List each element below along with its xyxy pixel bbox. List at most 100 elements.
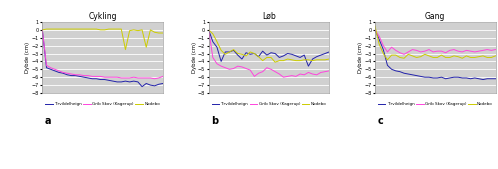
Grib Skov (Kagerup): [293, 75, 299, 77]
Tirvildelheign: [293, 55, 299, 57]
Grib Skov (Kagerup): [60, 71, 66, 74]
Nodebo: [310, 60, 316, 62]
Line: Tirvildelheign: Tirvildelheign: [375, 30, 496, 80]
Text: b: b: [211, 116, 218, 126]
Tirvildelheign: [222, 51, 228, 53]
Grib Skov (Kagerup): [147, 77, 153, 79]
Grib Skov (Kagerup): [476, 50, 482, 52]
Nodebo: [123, 49, 128, 51]
Nodebo: [114, 28, 120, 30]
Grib Skov (Kagerup): [89, 75, 95, 77]
Nodebo: [52, 28, 58, 30]
Nodebo: [459, 57, 465, 59]
Nodebo: [93, 28, 99, 30]
Nodebo: [268, 56, 274, 58]
Grib Skov (Kagerup): [430, 51, 436, 53]
Tirvildelheign: [135, 81, 141, 83]
Nodebo: [455, 56, 461, 58]
Tirvildelheign: [310, 58, 316, 60]
Tirvildelheign: [264, 54, 270, 56]
Tirvildelheign: [68, 75, 74, 77]
Tirvildelheign: [110, 80, 116, 82]
Tirvildelheign: [243, 52, 249, 54]
Tirvildelheign: [422, 76, 428, 78]
Tirvildelheign: [322, 53, 328, 55]
Grib Skov (Kagerup): [218, 65, 224, 67]
Tirvildelheign: [380, 49, 386, 51]
Nodebo: [322, 59, 328, 61]
Nodebo: [434, 56, 440, 58]
Tirvildelheign: [285, 53, 291, 55]
Grib Skov (Kagerup): [131, 76, 137, 78]
Nodebo: [77, 28, 83, 30]
Legend: Tirvildelheign, Grib Skov (Kagerup), Nodebo: Tirvildelheign, Grib Skov (Kagerup), Nod…: [212, 102, 326, 106]
Tirvildelheign: [227, 51, 233, 53]
Grib Skov (Kagerup): [139, 77, 145, 79]
Nodebo: [218, 49, 224, 51]
Tirvildelheign: [114, 81, 120, 83]
Y-axis label: Dybde (cm): Dybde (cm): [358, 42, 363, 73]
Grib Skov (Kagerup): [397, 52, 403, 54]
Tirvildelheign: [459, 77, 465, 79]
Grib Skov (Kagerup): [322, 71, 328, 73]
Line: Grib Skov (Kagerup): Grib Skov (Kagerup): [375, 30, 496, 54]
Tirvildelheign: [160, 82, 166, 84]
Tirvildelheign: [239, 58, 245, 60]
Grib Skov (Kagerup): [251, 75, 257, 77]
Nodebo: [210, 33, 216, 35]
Tirvildelheign: [493, 78, 498, 80]
Grib Skov (Kagerup): [413, 49, 419, 51]
Tirvildelheign: [376, 38, 382, 40]
Nodebo: [447, 56, 453, 58]
Nodebo: [285, 58, 291, 60]
Nodebo: [276, 60, 282, 62]
Nodebo: [239, 53, 245, 55]
Tirvildelheign: [60, 72, 66, 74]
Tirvildelheign: [305, 65, 311, 67]
Tirvildelheign: [276, 56, 282, 58]
Tirvildelheign: [64, 74, 70, 76]
Grib Skov (Kagerup): [93, 75, 99, 77]
Nodebo: [89, 28, 95, 30]
Nodebo: [135, 30, 141, 32]
Grib Skov (Kagerup): [98, 75, 104, 77]
Grib Skov (Kagerup): [235, 65, 241, 67]
Grib Skov (Kagerup): [56, 70, 62, 72]
Grib Skov (Kagerup): [114, 76, 120, 78]
Grib Skov (Kagerup): [264, 67, 270, 69]
Y-axis label: Dybde (cm): Dybde (cm): [25, 42, 30, 73]
Grib Skov (Kagerup): [106, 76, 112, 78]
Tirvildelheign: [468, 78, 474, 80]
Line: Tirvildelheign: Tirvildelheign: [209, 30, 329, 66]
Grib Skov (Kagerup): [318, 71, 324, 74]
Nodebo: [376, 43, 382, 45]
Grib Skov (Kagerup): [206, 29, 212, 31]
Tirvildelheign: [393, 70, 399, 72]
Grib Skov (Kagerup): [119, 77, 124, 79]
Nodebo: [247, 51, 253, 53]
Legend: Tirvildelheign, Grib Skov (Kagerup), Nodebo: Tirvildelheign, Grib Skov (Kagerup), Nod…: [378, 102, 493, 106]
Tirvildelheign: [73, 75, 79, 77]
Grib Skov (Kagerup): [484, 49, 490, 51]
Grib Skov (Kagerup): [384, 51, 390, 53]
Nodebo: [464, 55, 470, 57]
Tirvildelheign: [247, 53, 253, 55]
Line: Grib Skov (Kagerup): Grib Skov (Kagerup): [209, 30, 329, 77]
Grib Skov (Kagerup): [285, 75, 291, 77]
Nodebo: [301, 59, 307, 61]
Tirvildelheign: [430, 77, 436, 79]
Tirvildelheign: [318, 54, 324, 56]
Tirvildelheign: [139, 86, 145, 88]
Grib Skov (Kagerup): [110, 76, 116, 78]
Line: Nodebo: Nodebo: [42, 29, 163, 50]
Nodebo: [489, 56, 495, 58]
Grib Skov (Kagerup): [48, 67, 54, 69]
Grib Skov (Kagerup): [268, 68, 274, 70]
Tirvildelheign: [251, 53, 257, 55]
Tirvildelheign: [326, 51, 332, 53]
Nodebo: [255, 56, 261, 58]
Nodebo: [443, 56, 449, 58]
Nodebo: [151, 31, 157, 33]
Tirvildelheign: [272, 53, 278, 55]
Tirvildelheign: [464, 77, 470, 79]
